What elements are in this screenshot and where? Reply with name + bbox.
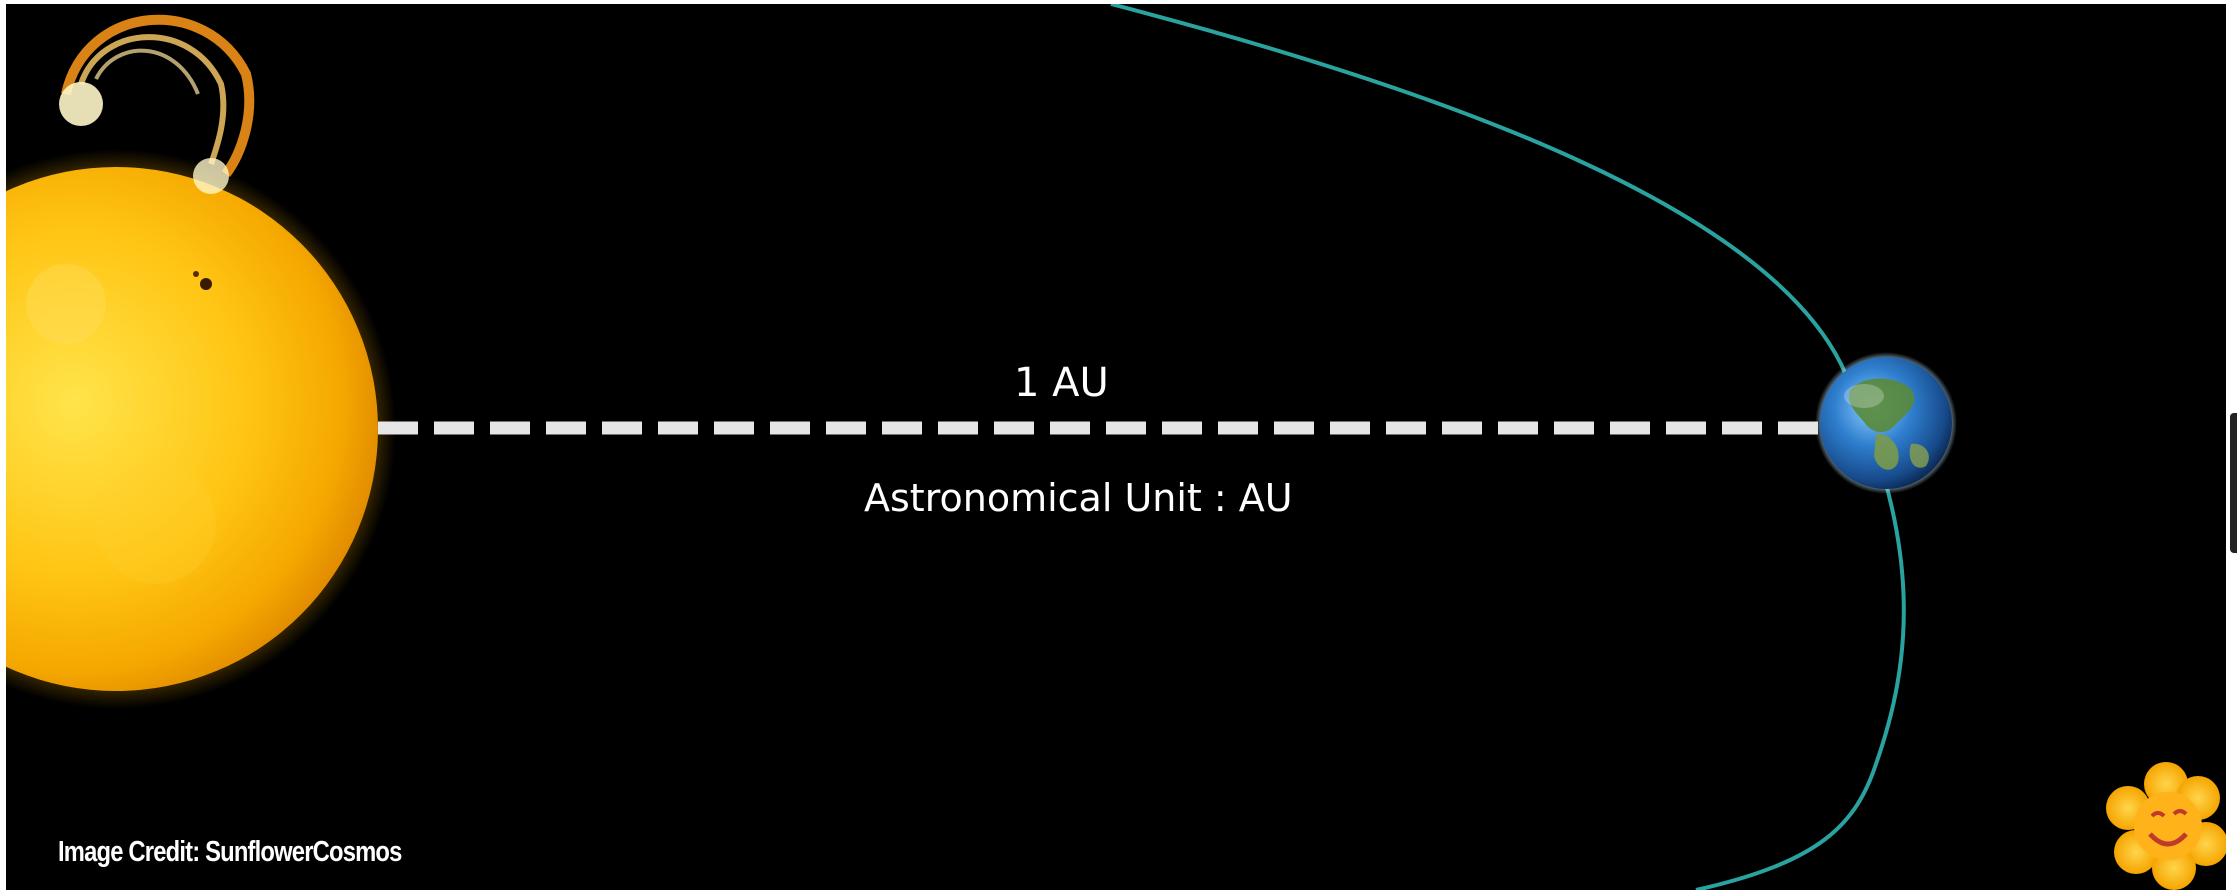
earth-icon — [1815, 352, 1957, 494]
side-scroll-tab[interactable] — [2230, 413, 2237, 553]
smiley-flower-icon — [2106, 762, 2226, 890]
solar-system-illustration — [6, 4, 2226, 890]
image-credit: Image Credit: SunflowerCosmos — [58, 836, 402, 868]
earth-orbit — [1110, 4, 1906, 890]
sun-icon — [6, 14, 396, 709]
diagram-canvas: 1 AU Astronomical Unit : AU Image Credit… — [6, 4, 2226, 890]
distance-label: 1 AU — [1014, 360, 1109, 406]
unit-definition-label: Astronomical Unit : AU — [864, 476, 1293, 520]
solar-flare — [61, 14, 255, 177]
